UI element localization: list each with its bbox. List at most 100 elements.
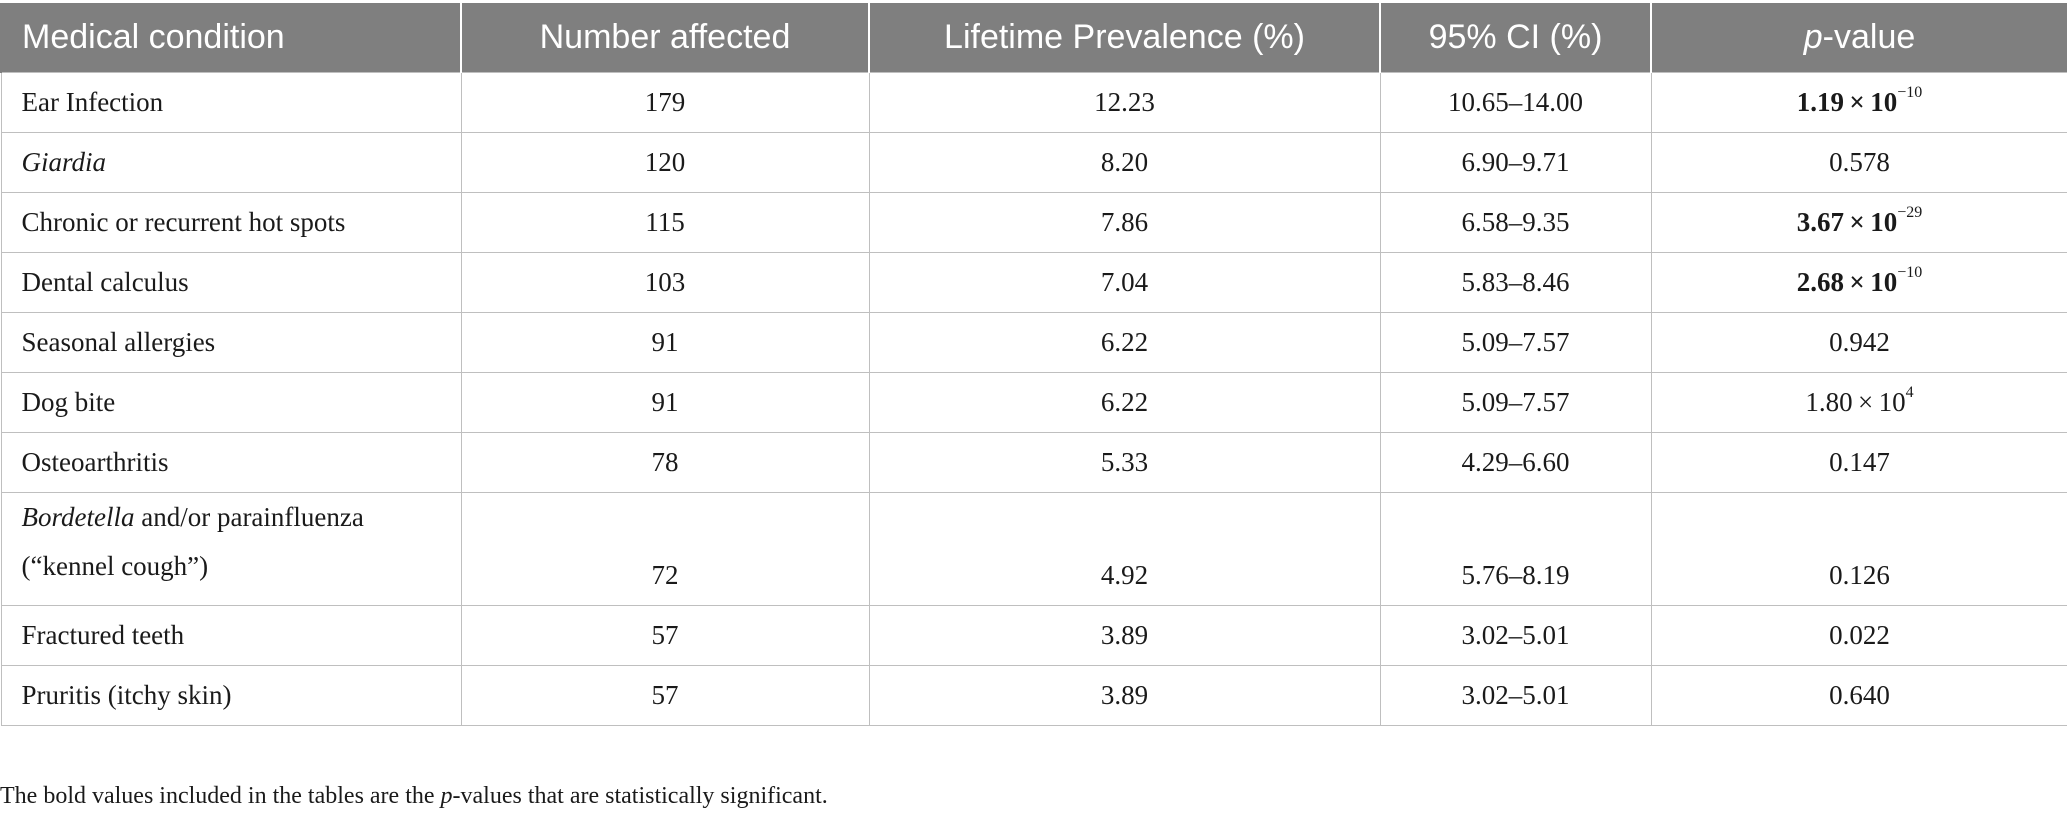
table-row: Dental calculus 103 7.04 5.83–8.46 2.68 × 10… — [0, 251, 2067, 313]
cell-lifetime-prevalence: 6.22 — [868, 311, 1381, 373]
cell-95-ci: 5.09–7.57 — [1379, 311, 1652, 373]
cell-95-ci: 5.09–7.57 — [1379, 371, 1652, 433]
condition-text: Pruritis (itchy skin) — [21, 679, 232, 710]
condition-text: Fractured teeth — [21, 619, 185, 650]
table-row: Dog bite 91 6.22 5.09–7.57 1.80 × 104 — [0, 371, 2067, 433]
condition-text: Ear Infection — [21, 86, 164, 117]
cell-p-value: 0.578 — [1650, 131, 2067, 193]
cell-lifetime-prevalence: 12.23 — [868, 71, 1381, 133]
table-footnote: The bold values included in the tables a… — [0, 783, 828, 810]
cell-lifetime-prevalence: 7.04 — [868, 251, 1381, 313]
header-p-rest: -value — [1822, 17, 1916, 56]
cell-p-value: 0.147 — [1650, 431, 2067, 493]
cell-medical-condition: Dog bite — [0, 371, 462, 433]
cell-95-ci: 5.83–8.46 — [1379, 251, 1652, 313]
table-row: Pruritis (itchy skin) 57 3.89 3.02–5.01 0.64… — [0, 664, 2067, 726]
header-95-ci: 95% CI (%) — [1379, 3, 1651, 72]
cell-p-value: 2.68 × 10−10 — [1650, 251, 2067, 313]
cell-95-ci: 3.02–5.01 — [1379, 664, 1652, 726]
cell-p-value: 0.126 — [1650, 491, 2067, 606]
p-value-mantissa: 0.126 — [1829, 559, 1890, 590]
cell-number-affected: 179 — [460, 71, 870, 133]
cell-medical-condition: Pruritis (itchy skin) — [0, 664, 462, 726]
p-value-exponent: −10 — [1897, 263, 1923, 281]
cell-lifetime-prevalence: 8.20 — [868, 131, 1381, 193]
p-value-mantissa: 0.147 — [1829, 446, 1890, 477]
cell-number-affected: 78 — [460, 431, 870, 493]
cell-medical-condition: Dental calculus — [0, 251, 462, 313]
p-value-mantissa: 2.68 × 10 — [1796, 266, 1898, 297]
cell-lifetime-prevalence: 7.86 — [868, 191, 1381, 253]
table-header-row: Medical condition Number affected Lifeti… — [0, 3, 2067, 72]
header-medical-condition: Medical condition — [0, 3, 461, 72]
cell-p-value: 0.640 — [1650, 664, 2067, 726]
header-lifetime-prevalence: Lifetime Prevalence (%) — [868, 3, 1380, 72]
cell-number-affected: 57 — [460, 604, 870, 666]
cell-95-ci: 4.29–6.60 — [1379, 431, 1652, 493]
table-body: Ear Infection 179 12.23 10.65–14.00 1.19 × 1… — [0, 71, 2067, 726]
p-value-exponent: −10 — [1897, 83, 1923, 101]
footnote-before: The bold values included in the tables a… — [0, 783, 441, 809]
cell-p-value: 3.67 × 10−29 — [1650, 191, 2067, 253]
condition-text: Osteoarthritis — [21, 446, 169, 477]
header-p-value: p-value — [1650, 3, 2067, 72]
condition-rest-text: and/or parainfluenza (“kennel cough”) — [21, 501, 364, 581]
cell-p-value: 1.19 × 10−10 — [1650, 71, 2067, 133]
p-value-mantissa: 3.67 × 10 — [1796, 206, 1898, 237]
cell-lifetime-prevalence: 4.92 — [868, 491, 1381, 606]
cell-number-affected: 120 — [460, 131, 870, 193]
p-value-exponent: 4 — [1905, 383, 1914, 401]
p-value-mantissa: 1.80 × 10 — [1805, 386, 1906, 417]
cell-number-affected: 103 — [460, 251, 870, 313]
cell-medical-condition: Fractured teeth — [0, 604, 462, 666]
condition-text: Dental calculus — [21, 266, 189, 297]
table-row: Osteoarthritis 78 5.33 4.29–6.60 0.147 — [0, 431, 2067, 493]
cell-number-affected: 115 — [460, 191, 870, 253]
p-value-mantissa: 1.19 × 10 — [1796, 86, 1898, 117]
cell-medical-condition: Chronic or recurrent hot spots — [0, 191, 462, 253]
cell-number-affected: 72 — [460, 491, 870, 606]
cell-p-value: 0.942 — [1650, 311, 2067, 373]
p-value-mantissa: 0.022 — [1829, 619, 1890, 650]
table-row: Chronic or recurrent hot spots 115 7.86 6.5… — [0, 191, 2067, 253]
table-row: Giardia 120 8.20 6.90–9.71 0.578 — [0, 131, 2067, 193]
cell-95-ci: 10.65–14.00 — [1379, 71, 1652, 133]
table-row: Fractured teeth 57 3.89 3.02–5.01 0.022 — [0, 604, 2067, 666]
cell-medical-condition: Bordetella and/or parainfluenza (“kennel… — [0, 491, 462, 606]
cell-p-value: 1.80 × 104 — [1650, 371, 2067, 433]
cell-medical-condition: Ear Infection — [0, 71, 462, 133]
condition-italic-text: Bordetella — [21, 501, 135, 532]
table-row: Seasonal allergies 91 6.22 5.09–7.57 0.942 — [0, 311, 2067, 373]
medical-conditions-table: Medical condition Number affected Lifeti… — [0, 3, 2067, 726]
cell-medical-condition: Osteoarthritis — [0, 431, 462, 493]
cell-95-ci: 6.90–9.71 — [1379, 131, 1652, 193]
cell-95-ci: 5.76–8.19 — [1379, 491, 1652, 606]
header-p-italic: p — [1803, 17, 1823, 56]
footnote-italic: p — [440, 783, 453, 809]
table-container: Medical condition Number affected Lifeti… — [0, 3, 2067, 726]
table-row: Bordetella and/or parainfluenza (“kennel… — [0, 491, 2067, 606]
cell-lifetime-prevalence: 5.33 — [868, 431, 1381, 493]
p-value-mantissa: 0.942 — [1829, 326, 1890, 357]
p-value-mantissa: 0.640 — [1829, 679, 1890, 710]
cell-medical-condition: Seasonal allergies — [0, 311, 462, 373]
cell-medical-condition: Giardia — [0, 131, 462, 193]
header-number-affected: Number affected — [460, 3, 869, 72]
condition-text: Chronic or recurrent hot spots — [21, 206, 346, 237]
cell-lifetime-prevalence: 3.89 — [868, 664, 1381, 726]
condition-text: Dog bite — [21, 386, 116, 417]
condition-text: Seasonal allergies — [21, 326, 216, 357]
cell-lifetime-prevalence: 6.22 — [868, 371, 1381, 433]
cell-number-affected: 91 — [460, 371, 870, 433]
cell-p-value: 0.022 — [1650, 604, 2067, 666]
p-value-mantissa: 0.578 — [1829, 146, 1890, 177]
condition-italic-text: Giardia — [21, 146, 107, 177]
cell-number-affected: 57 — [460, 664, 870, 726]
cell-number-affected: 91 — [460, 311, 870, 373]
footnote-after: -values that are statistically significa… — [452, 783, 828, 809]
cell-lifetime-prevalence: 3.89 — [868, 604, 1381, 666]
cell-95-ci: 3.02–5.01 — [1379, 604, 1652, 666]
p-value-exponent: −29 — [1897, 203, 1923, 221]
cell-95-ci: 6.58–9.35 — [1379, 191, 1652, 253]
table-row: Ear Infection 179 12.23 10.65–14.00 1.19 × 1… — [0, 71, 2067, 133]
